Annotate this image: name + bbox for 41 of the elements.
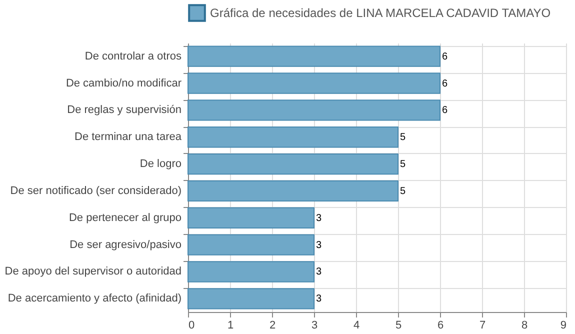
data-label: 3	[316, 240, 322, 251]
x-tick-label: 1	[227, 320, 234, 332]
x-tick-label: 2	[269, 320, 276, 332]
data-label: 6	[442, 105, 448, 116]
data-label: 5	[400, 186, 406, 197]
y-tick-label: De pertenecer al grupo	[68, 212, 182, 224]
bar	[188, 46, 440, 67]
y-tick-label: De ser agresivo/pasivo	[70, 238, 182, 251]
bar	[188, 207, 314, 228]
bar	[188, 234, 314, 256]
data-label: 6	[442, 51, 448, 62]
y-tick-label: De cambio/no modificar	[66, 77, 182, 90]
y-tick-label: De apoyo del supervisor o autoridad	[4, 266, 182, 278]
y-tick-label: De logro	[140, 158, 182, 170]
x-tick-label: 3	[311, 320, 318, 332]
y-tick-label: De ser notificado (ser considerado)	[10, 184, 182, 197]
data-label: 5	[400, 132, 406, 144]
x-tick-label: 5	[395, 320, 402, 332]
bar	[188, 126, 398, 148]
data-label: 3	[316, 212, 322, 224]
x-tick-label: 0	[188, 320, 195, 332]
y-tick-label: De controlar a otros	[84, 50, 182, 62]
x-tick-label: 8	[521, 320, 528, 332]
x-tick-label: 4	[353, 320, 360, 332]
y-tick-label: De reglas y supervisión	[67, 104, 182, 116]
bar	[188, 100, 440, 121]
x-tick-label: 9	[560, 320, 566, 332]
bar	[188, 180, 398, 202]
data-label: 6	[442, 78, 448, 90]
y-tick-label: De terminar una tarea	[74, 131, 182, 144]
legend-label: Gráfica de necesidades de LINA MARCELA CADAVID TAMAYO	[210, 6, 551, 20]
bar	[188, 153, 398, 175]
data-label: 3	[316, 294, 322, 305]
x-tick-label: 6	[437, 320, 444, 332]
x-tick-label: 7	[479, 320, 486, 332]
data-label: 3	[316, 266, 322, 278]
data-label: 5	[400, 159, 406, 170]
bar	[188, 72, 440, 94]
bar	[188, 288, 314, 310]
y-tick-label: De acercamiento y afecto (afinidad)	[8, 292, 182, 305]
bar	[188, 261, 314, 282]
